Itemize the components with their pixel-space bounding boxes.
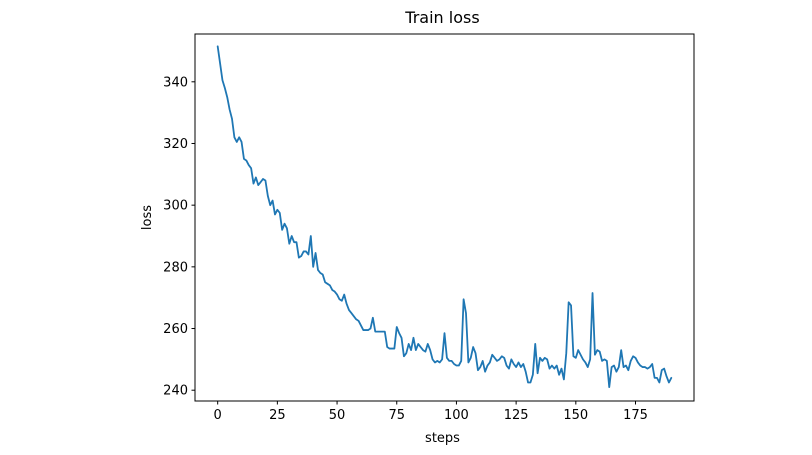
chart-title: Train loss	[404, 8, 479, 27]
y-tick-label: 280	[163, 260, 188, 275]
x-tick-label: 125	[504, 408, 529, 423]
y-tick-label: 240	[163, 384, 188, 399]
x-tick-label: 100	[444, 408, 469, 423]
x-tick-label: 25	[269, 408, 286, 423]
x-axis: 0 25 50 75 100 125 150 175	[214, 401, 648, 423]
y-axis: 240 260 280 300 320 340	[163, 75, 195, 399]
y-tick-label: 300	[163, 199, 188, 214]
x-axis-label: steps	[425, 431, 460, 446]
plot-frame	[194, 33, 695, 402]
y-tick-label: 260	[163, 322, 188, 337]
y-tick-label: 340	[163, 75, 188, 90]
y-axis-label: loss	[140, 205, 155, 230]
loss-series-line	[216, 45, 673, 389]
plot-lines	[216, 45, 673, 389]
y-tick-label: 320	[163, 137, 188, 152]
x-tick-label: 50	[329, 408, 346, 423]
x-tick-label: 175	[623, 408, 648, 423]
x-tick-label: 150	[563, 408, 588, 423]
x-tick-label: 75	[388, 408, 405, 423]
x-tick-label: 0	[214, 408, 222, 423]
